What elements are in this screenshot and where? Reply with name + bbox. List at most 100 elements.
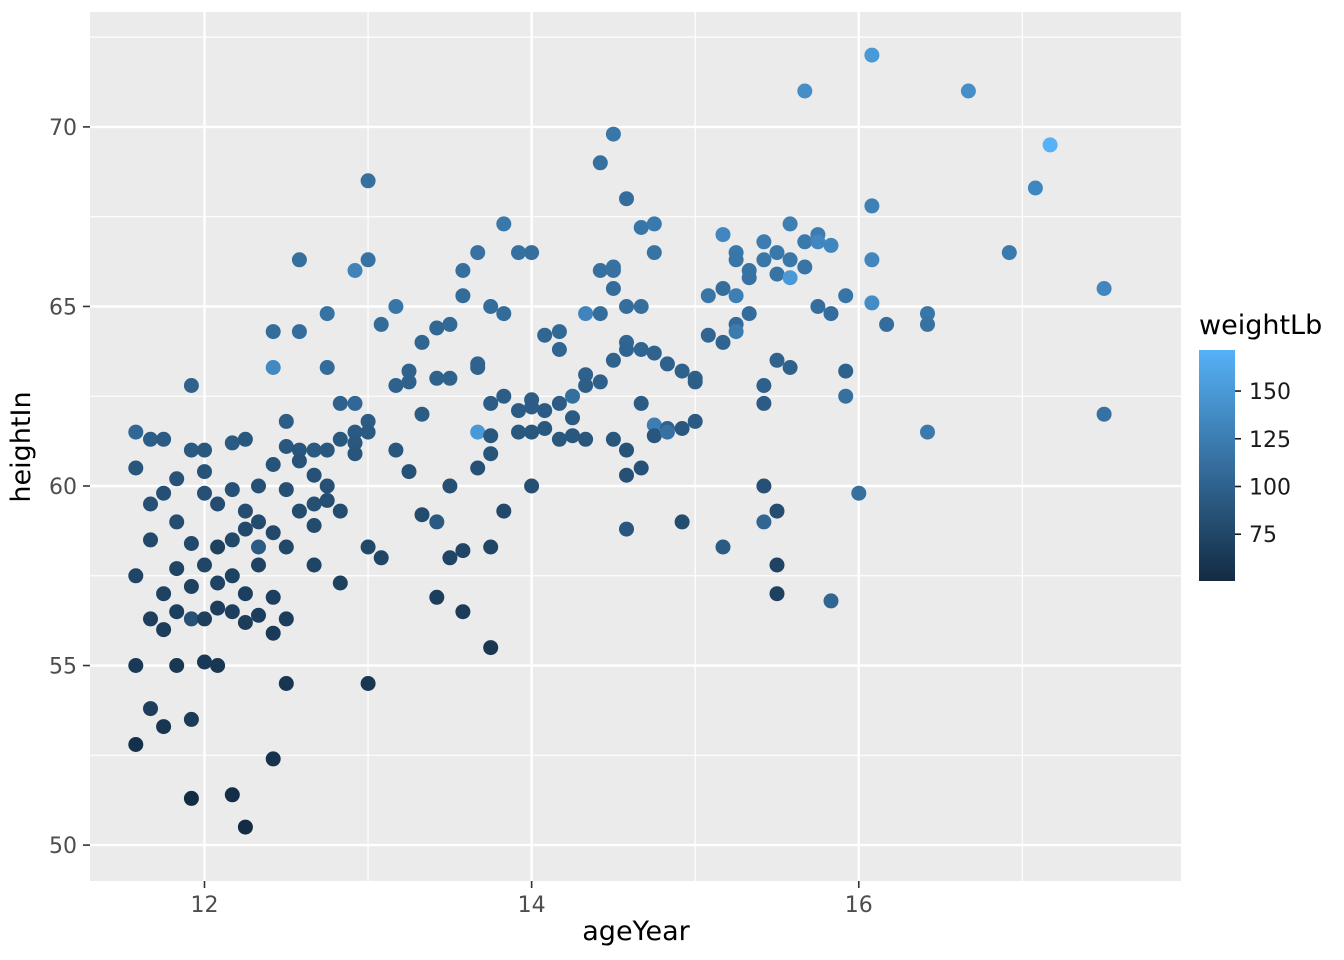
data-point: [429, 320, 445, 336]
plot-panel: [90, 12, 1181, 881]
data-point: [265, 360, 281, 375]
data-point: [169, 471, 185, 487]
data-point: [210, 575, 226, 591]
data-point: [537, 421, 553, 436]
data-point: [960, 83, 976, 99]
data-point: [414, 406, 430, 422]
plot-render-layer: 12 14 16 50 55 60 65 70 150 125 100 75: [49, 12, 1291, 918]
data-point: [1001, 245, 1017, 261]
data-point: [864, 295, 880, 311]
data-point: [347, 446, 363, 462]
data-point: [455, 604, 471, 620]
data-point: [483, 539, 499, 555]
data-point: [332, 575, 348, 591]
data-point: [633, 460, 649, 476]
data-point: [347, 424, 363, 440]
data-point: [619, 191, 634, 207]
data-point: [388, 378, 404, 393]
data-point: [823, 593, 839, 609]
data-point: [483, 428, 499, 444]
data-point: [156, 431, 172, 447]
data-point: [319, 478, 335, 494]
data-point: [360, 424, 376, 440]
data-point: [687, 413, 703, 429]
x-tick-label: 12: [190, 893, 218, 918]
data-point: [183, 579, 199, 594]
data-point: [782, 252, 798, 268]
data-point: [210, 658, 226, 673]
data-point: [756, 395, 772, 411]
data-point: [319, 492, 335, 508]
data-point: [551, 324, 567, 340]
data-point: [291, 324, 307, 340]
data-point: [605, 352, 621, 368]
data-point: [169, 514, 185, 530]
data-point: [687, 374, 703, 390]
data-point: [210, 600, 226, 616]
data-point: [659, 356, 675, 372]
data-point: [511, 245, 526, 261]
data-point: [633, 299, 649, 314]
data-point: [183, 711, 199, 727]
data-point: [715, 334, 731, 350]
data-point: [470, 360, 486, 375]
data-point: [429, 589, 445, 605]
legend-tick-label: 100: [1249, 476, 1291, 501]
data-point: [306, 557, 322, 573]
data-point: [143, 496, 158, 512]
data-point: [483, 446, 499, 462]
data-point: [128, 568, 144, 584]
data-point: [373, 316, 389, 332]
data-point: [291, 503, 307, 519]
x-tick-label: 14: [518, 893, 546, 918]
data-point: [156, 485, 172, 501]
data-point: [442, 478, 458, 494]
data-point: [524, 399, 540, 415]
data-point: [565, 388, 580, 404]
data-point: [810, 299, 826, 314]
data-point: [278, 482, 294, 498]
data-point: [265, 525, 281, 541]
data-point: [237, 586, 253, 602]
data-point: [251, 607, 266, 623]
data-point: [251, 557, 266, 573]
data-point: [388, 299, 404, 314]
data-point: [347, 435, 363, 451]
data-point: [169, 561, 185, 577]
data-point: [224, 787, 240, 803]
data-point: [715, 227, 731, 243]
data-point: [373, 550, 389, 566]
data-point: [360, 413, 376, 429]
data-point: [169, 658, 185, 673]
data-point: [619, 521, 634, 537]
data-point: [414, 507, 430, 523]
data-point: [143, 611, 158, 627]
data-point: [224, 604, 240, 620]
data-point: [278, 611, 294, 627]
data-point: [224, 482, 240, 498]
data-point: [143, 532, 158, 548]
data-point: [197, 442, 212, 458]
x-axis-title: ageYear: [582, 916, 690, 947]
data-point: [306, 496, 322, 512]
data-point: [360, 676, 376, 691]
data-point: [470, 424, 486, 440]
data-point: [319, 306, 335, 322]
data-point: [920, 306, 935, 322]
data-point: [265, 751, 281, 767]
data-point: [237, 615, 253, 630]
data-point: [1042, 137, 1058, 153]
data-point: [619, 442, 634, 458]
data-point: [197, 464, 212, 480]
data-point: [920, 424, 935, 440]
data-point: [810, 234, 826, 250]
data-point: [319, 360, 335, 375]
data-point: [633, 220, 649, 235]
data-point: [646, 417, 662, 433]
data-point: [128, 658, 144, 673]
data-point: [156, 622, 172, 638]
data-point: [265, 625, 281, 641]
data-point: [715, 539, 731, 555]
data-point: [401, 464, 417, 480]
